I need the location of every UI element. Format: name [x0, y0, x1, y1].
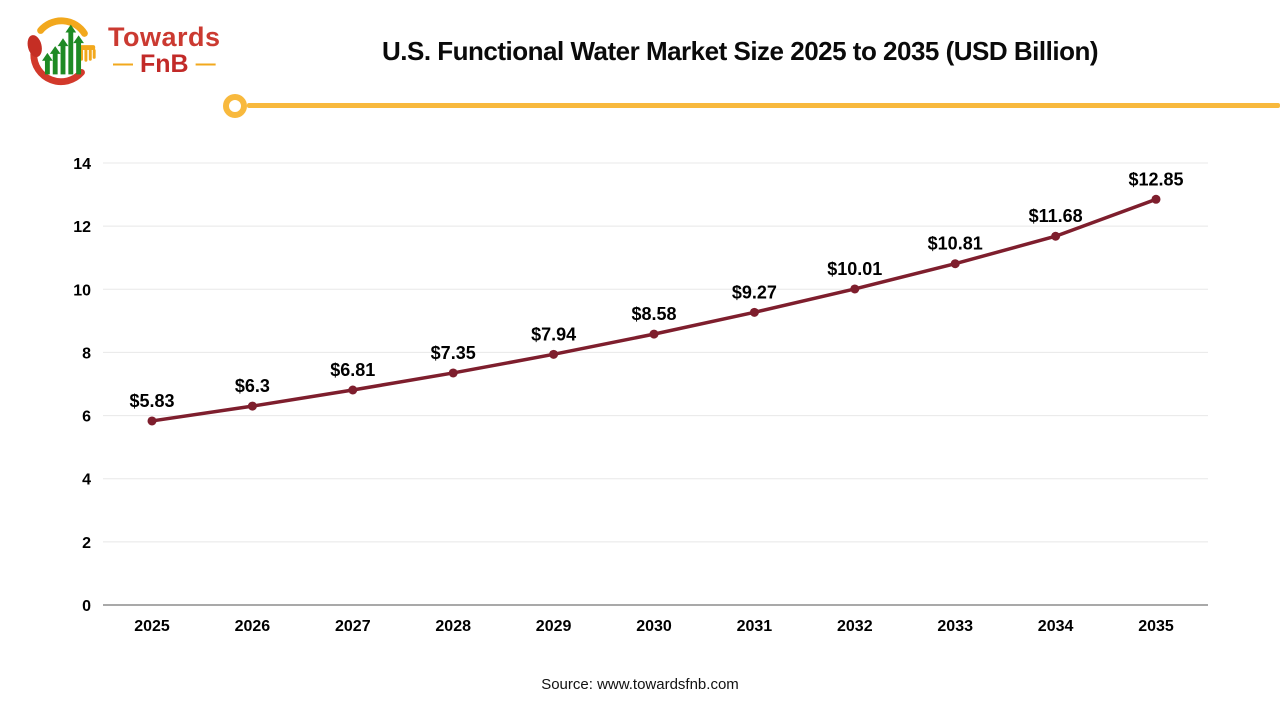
logo-text: Towards — FnB — — [108, 21, 221, 79]
divider-line — [247, 103, 1280, 108]
data-point-label: $11.68 — [1029, 206, 1083, 226]
x-tick-label: 2034 — [1038, 618, 1074, 635]
data-point — [549, 349, 559, 359]
data-point — [950, 259, 960, 269]
data-point — [850, 284, 860, 294]
logo-dash-right: — — [195, 53, 216, 76]
data-point — [247, 401, 257, 411]
x-tick-label: 2027 — [335, 618, 371, 635]
x-tick-label: 2030 — [636, 618, 672, 635]
x-tick-label: 2035 — [1138, 618, 1174, 635]
data-point — [649, 329, 659, 339]
data-point — [1051, 231, 1061, 241]
data-point-label: $6.3 — [235, 376, 270, 396]
x-tick-label: 2026 — [235, 618, 271, 635]
y-tick-label: 6 — [82, 409, 91, 426]
y-tick-label: 8 — [82, 345, 91, 362]
x-tick-label: 2029 — [536, 618, 572, 635]
logo-fork-icon — [79, 45, 96, 62]
market-size-line-chart: 0 2 4 6 8 10 12 14 2025 2026 2027 2028 2029 2030 2031 2… — [73, 156, 1208, 635]
data-point-label: $7.94 — [531, 324, 576, 344]
y-tick-label: 10 — [73, 282, 91, 299]
data-point-label: $10.81 — [928, 234, 983, 254]
data-point — [448, 368, 458, 378]
data-point-label: $5.83 — [129, 391, 174, 411]
data-point-label: $10.01 — [827, 259, 882, 279]
data-point-label: $9.27 — [732, 282, 777, 302]
data-point-label: $6.81 — [330, 360, 375, 380]
logo-fnb-text: FnB — [139, 50, 189, 79]
logo-arc-bottom — [30, 50, 85, 86]
x-tick-label: 2033 — [937, 618, 973, 635]
data-point-label: $7.35 — [431, 343, 476, 363]
x-tick-label: 2028 — [435, 618, 471, 635]
logo-wordmark-towards: Towards — [108, 21, 221, 52]
towardsfnb-logo: Towards — FnB — — [24, 10, 221, 90]
logo-arc-top — [37, 17, 88, 37]
y-tick-label: 4 — [82, 472, 91, 489]
data-point — [1151, 194, 1161, 204]
data-point — [348, 385, 358, 395]
chart-title: U.S. Functional Water Market Size 2025 t… — [382, 36, 1099, 66]
data-point-label: $8.58 — [631, 304, 676, 324]
y-tick-label: 12 — [73, 219, 91, 236]
towardsfnb-logo-icon — [27, 17, 96, 86]
y-tick-label: 0 — [82, 598, 91, 615]
y-tick-label: 14 — [73, 156, 91, 173]
data-point — [147, 416, 157, 426]
logo-growth-bars-icon — [42, 24, 84, 75]
logo-dash-left: — — [112, 53, 133, 76]
logo-wordmark-fnb: — FnB — — [112, 50, 216, 79]
source-text: Source: www.towardsfnb.com — [541, 676, 739, 693]
y-tick-label: 2 — [82, 535, 91, 552]
data-point-label: $12.85 — [1128, 169, 1183, 189]
x-tick-label: 2031 — [737, 618, 773, 635]
x-tick-label: 2025 — [134, 618, 170, 635]
logo-spoon-icon — [27, 35, 42, 58]
divider-ring-icon — [223, 94, 247, 118]
x-tick-label: 2032 — [837, 618, 873, 635]
data-point — [749, 307, 759, 317]
